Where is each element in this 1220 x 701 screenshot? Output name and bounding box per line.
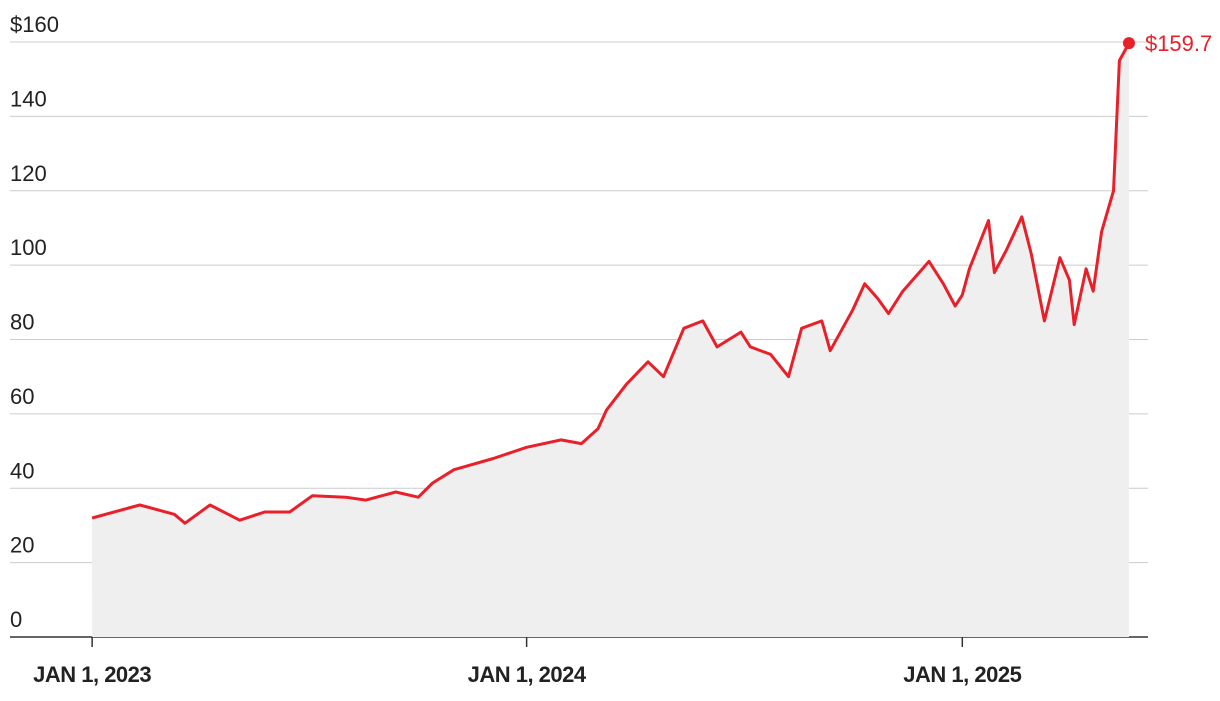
x-tick-label: JAN 1, 2024 [468, 662, 587, 687]
y-tick-label: 60 [10, 384, 34, 409]
area [92, 43, 1130, 638]
y-tick-label: 100 [10, 235, 47, 260]
end-dot [1122, 37, 1135, 50]
value-label: $159.7 [1145, 31, 1212, 56]
x-tick-label: JAN 1, 2023 [33, 662, 151, 687]
y-tick-label: 0 [10, 607, 22, 632]
x-tick-label: JAN 1, 2025 [903, 662, 1021, 687]
y-tick-label: $160 [10, 12, 59, 37]
y-tick-label: 40 [10, 458, 34, 483]
y-tick-label: 120 [10, 161, 47, 186]
y-tick-label: 80 [10, 310, 34, 335]
line [91, 42, 1131, 525]
y-tick-label: 20 [10, 533, 34, 558]
y-tick-label: 140 [10, 86, 47, 111]
